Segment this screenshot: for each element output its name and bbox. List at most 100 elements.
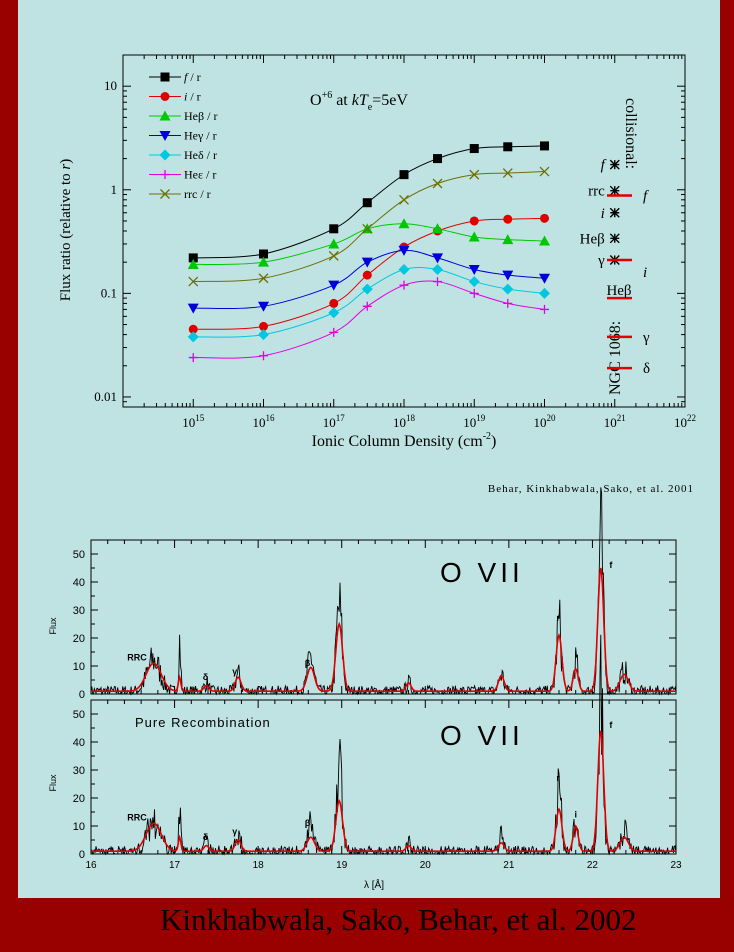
x-tick-label: 1018: [393, 413, 416, 430]
legend-swatch-marker: [160, 72, 170, 82]
spectrum-top-title: O VII: [440, 557, 524, 588]
legend-swatch-marker: [159, 110, 171, 121]
figure-canvas: 1015 1016 1017 1018 1019 1020 1021 10221010.10.…: [48, 54, 696, 891]
series-marker: [468, 264, 480, 275]
legend-label-glyph: f: [184, 70, 189, 84]
spectrum-line-label: γ: [232, 666, 237, 676]
series-marker: [259, 351, 268, 361]
series-marker: [432, 223, 444, 234]
series-marker: [468, 276, 480, 288]
spectrum-y-tick-label: 0: [79, 689, 85, 701]
series-marker: [503, 142, 513, 152]
observed-marker: [609, 233, 620, 244]
spectrum-x-tick-label: 19: [336, 860, 348, 871]
series-marker: [502, 270, 514, 281]
series-marker: [503, 214, 513, 224]
series-marker: [258, 273, 269, 284]
x-tick-label: 1021: [604, 413, 626, 430]
series-marker: [398, 263, 410, 275]
series-marker: [432, 178, 443, 189]
legend-label-rest: / r: [204, 148, 217, 162]
spectrum-y-tick-label: 0: [79, 849, 85, 861]
observed-label: rrc: [588, 184, 605, 200]
series-marker: [188, 253, 198, 263]
spectrum-line-label: r: [556, 613, 560, 623]
x-tick-label-base: 10: [534, 415, 547, 430]
spectrum-line-label: i: [574, 650, 577, 660]
series-marker: [258, 256, 269, 267]
ngc1068-observed-ratios: f rrc i Heβ γ NGC 1068:: [580, 158, 624, 395]
series-marker: [469, 144, 479, 154]
spectrum-bottom-frame: [90, 699, 677, 855]
figure-panel: 1015 1016 1017 1018 1019 1020 1021 1022 10 1 0.1 0.…: [18, 0, 720, 898]
spectrum-bottom-title: O VII: [440, 720, 524, 751]
legend-label-glyph: Heγ: [184, 129, 204, 143]
legend-label: Heε / r: [184, 168, 216, 182]
series-marker: [259, 249, 268, 259]
spectrum-x-tick-label: 23: [670, 860, 682, 871]
y-tick-label: 0.1: [101, 285, 117, 300]
collisional-label: Heβ: [606, 283, 631, 299]
spectrum-top-y-axis-label: Flux: [48, 617, 58, 635]
series-marker: [540, 141, 549, 151]
flux-ratio-y-axis-label: Flux ratio (relative to r): [58, 159, 74, 301]
spectrum-line-label: f: [609, 560, 613, 570]
series-marker: [362, 198, 372, 208]
spectrum-line-label: β: [305, 818, 311, 828]
legend-swatch-marker: [160, 189, 170, 199]
collisional-label: δ: [643, 361, 650, 377]
spectrum-bottom-subtitle: Pure Recombination: [135, 715, 271, 730]
legend-label-glyph: Heε: [184, 168, 203, 182]
observed-marker: [609, 185, 620, 196]
observed-label: γ: [597, 253, 605, 269]
legend-swatch-marker: [159, 149, 171, 161]
observed-label: Heβ: [580, 231, 605, 247]
spectrum-axes: 0 10 20 30 40 50 0 10 20 30 40 50 16 17 18 19 20 21 22 23: [73, 540, 682, 871]
x-tick-label-exponent: 20: [547, 413, 557, 423]
series-marker: [328, 280, 340, 291]
series-marker: [328, 238, 340, 249]
series-marker: [540, 304, 549, 314]
series-marker: [329, 224, 339, 234]
legend-label-glyph: rrc: [184, 187, 197, 201]
y-tick-label: 10: [104, 78, 117, 93]
series-marker: [433, 277, 443, 287]
series-marker: [432, 253, 444, 264]
series-marker: [502, 168, 513, 179]
series-marker: [469, 288, 479, 298]
x-tick-label-base: 10: [604, 415, 617, 430]
series-marker: [188, 324, 198, 334]
x-tick-label-base: 10: [323, 415, 336, 430]
spectrum-line-label: γ: [232, 826, 237, 836]
series-marker: [361, 257, 373, 268]
series-marker: [362, 301, 372, 311]
x-tick-label: 1020: [534, 413, 557, 430]
spectrum-x-tick-label: 22: [587, 860, 599, 871]
series-marker: [398, 218, 410, 229]
x-tick-label: 1022: [674, 413, 696, 430]
legend-label: f / r: [184, 70, 201, 84]
observed-marker: [609, 159, 620, 170]
series-marker: [187, 303, 199, 314]
spectrum-model-line: [91, 567, 676, 692]
series-marker: [539, 273, 550, 284]
legend-swatch-marker: [160, 92, 170, 101]
series-marker: [502, 234, 514, 245]
legend-label-rest: / r: [187, 90, 200, 104]
series-marker: [469, 169, 480, 180]
x-tick-label: 1017: [323, 413, 346, 430]
x-tick-label-base: 10: [674, 415, 687, 430]
flux-ratio-plot-title: O+6 at kTe=5eV: [310, 90, 408, 113]
legend-label-rest: / r: [187, 70, 200, 84]
series-marker: [469, 216, 479, 226]
observed-label: i: [601, 206, 605, 222]
legend-label-glyph: Heδ: [184, 148, 204, 162]
spectrum-y-tick-label: 40: [73, 577, 85, 589]
spectrum-line-labels: RRC δ γ β r i f RRC δ γ β r i f: [127, 560, 613, 842]
flux-ratio-credit: Behar, Kinkhabwala, Sako, et al. 2001: [488, 483, 694, 495]
x-tick-label-exponent: 19: [476, 413, 486, 423]
collisional-label: i: [643, 265, 647, 281]
series-marker: [399, 194, 409, 205]
legend-label: Heδ / r: [184, 148, 217, 162]
